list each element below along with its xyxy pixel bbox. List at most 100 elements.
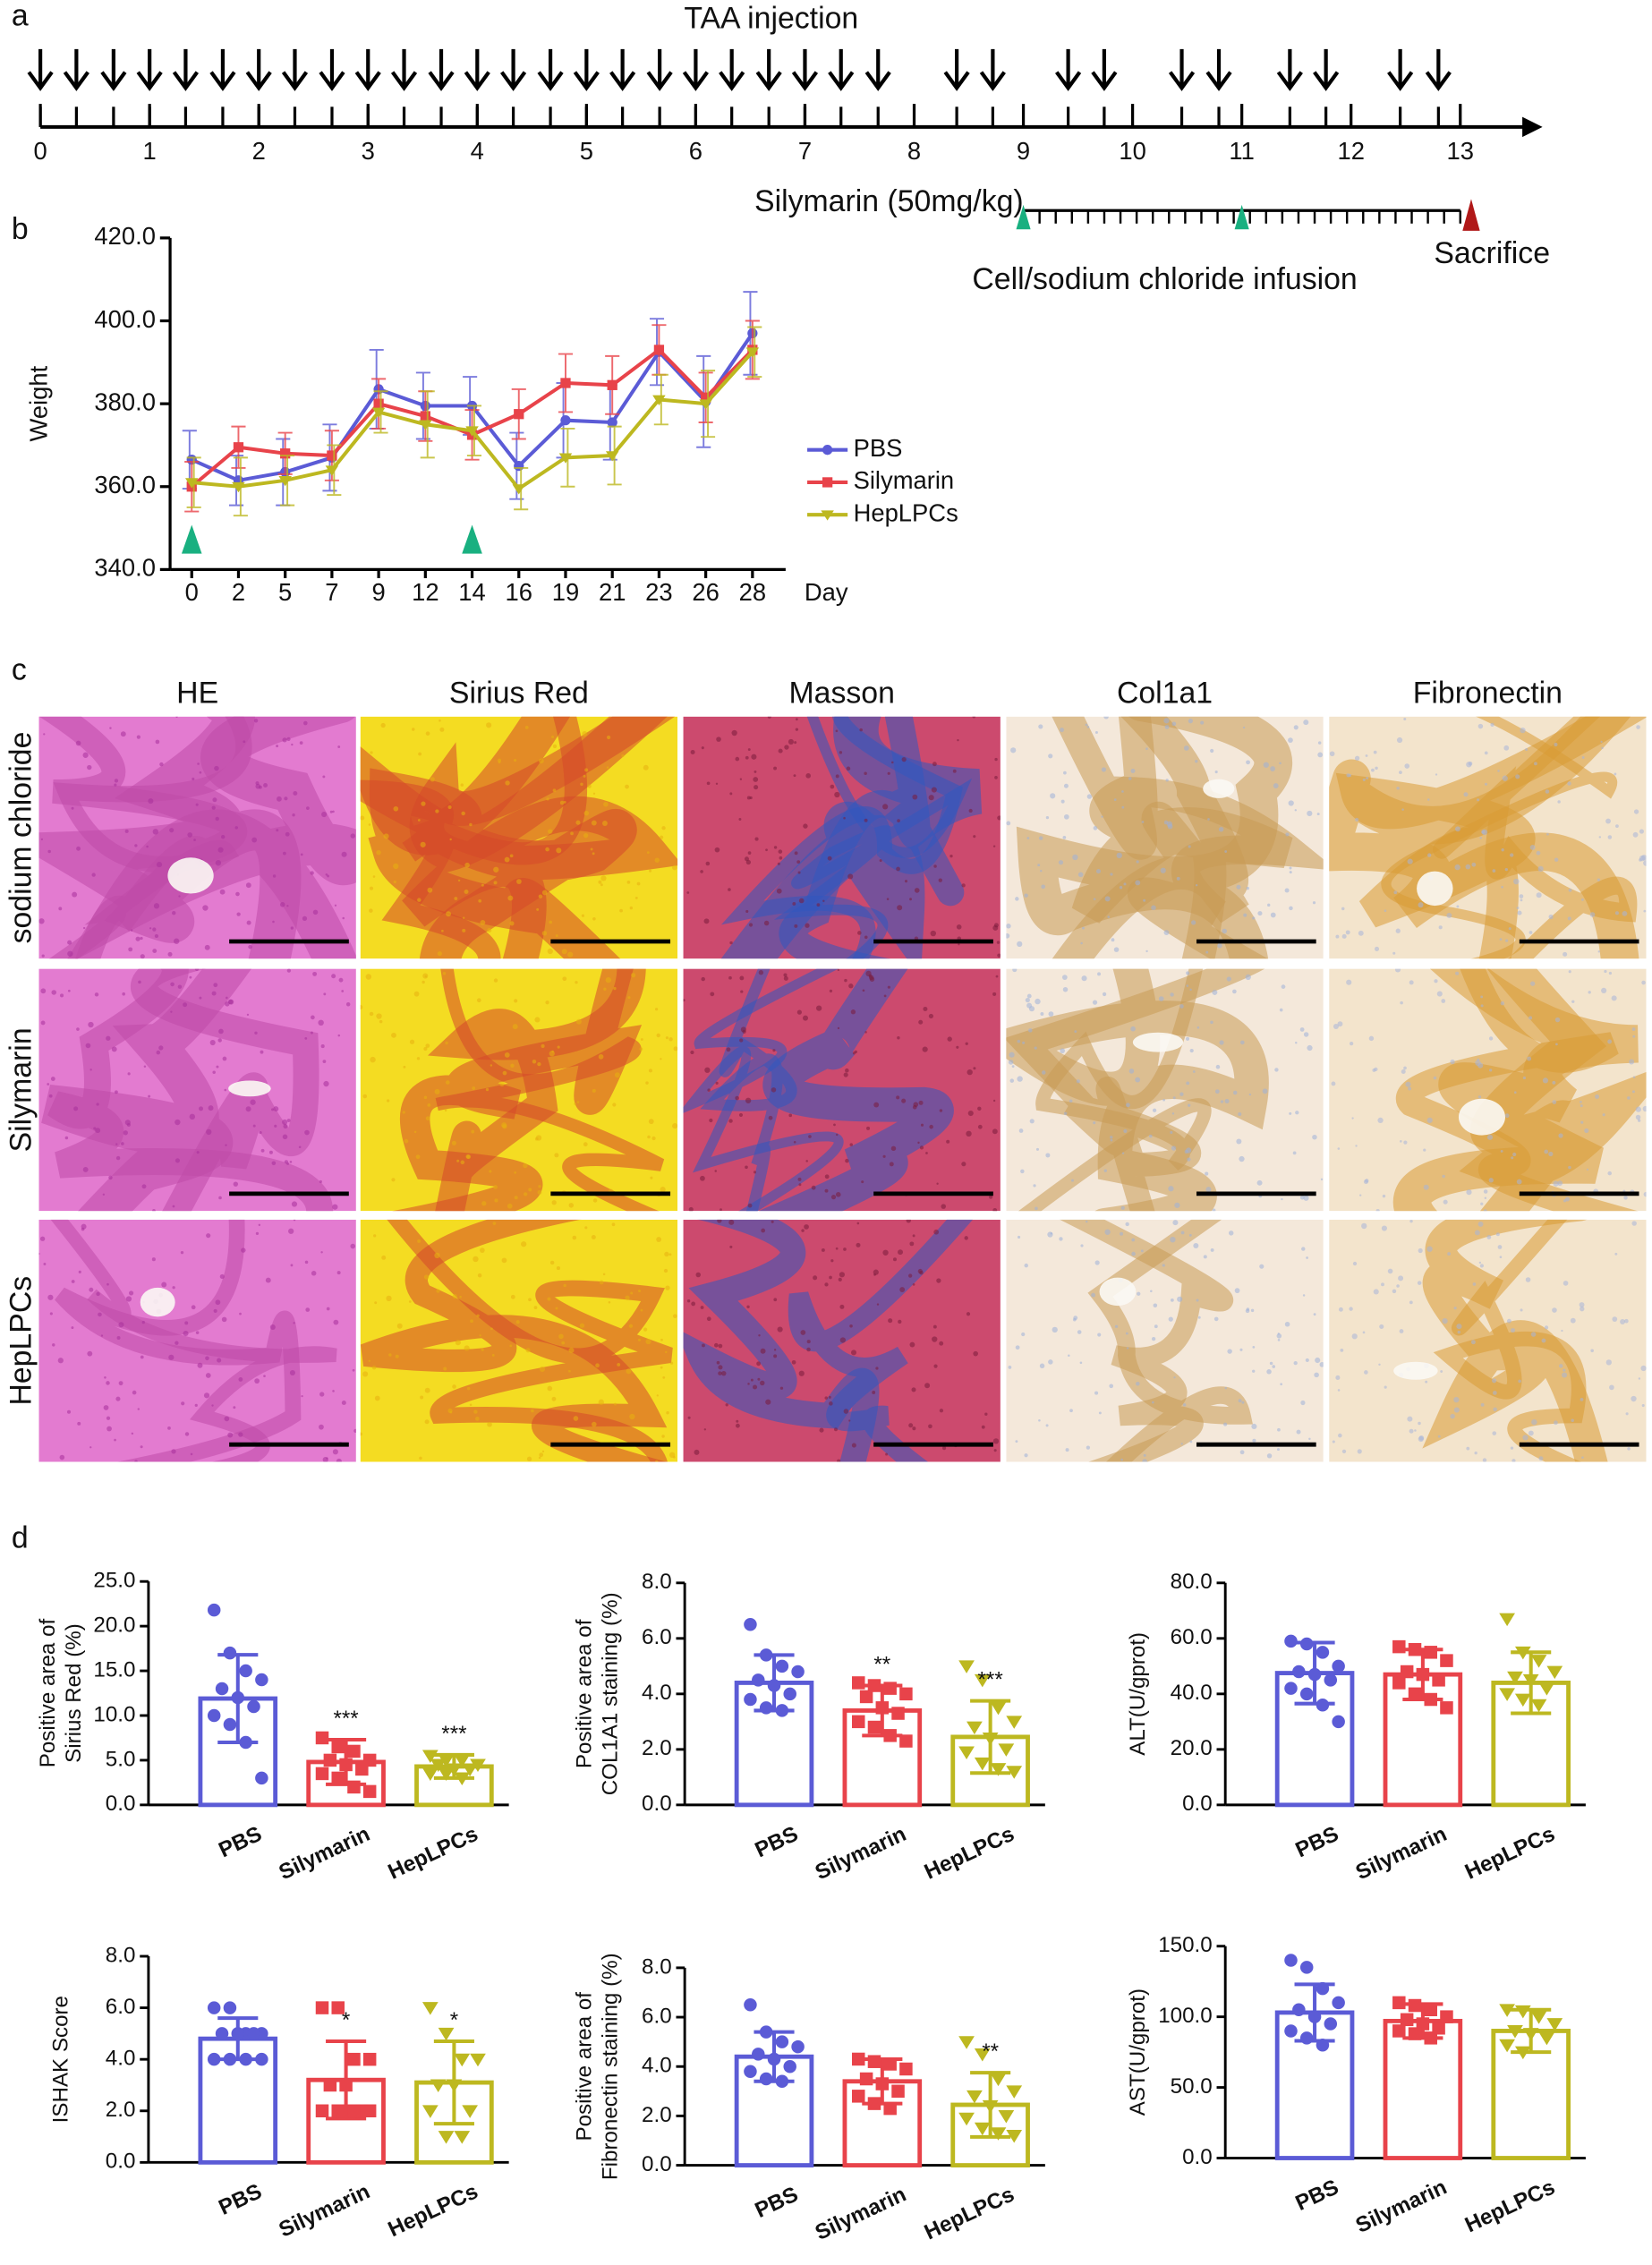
y-tick-label: 4.0 [642,1681,672,1705]
x-tick-label: 7 [325,578,338,606]
x-tick-label: PBS [1292,1822,1342,1862]
tissue-speck [141,1320,145,1324]
tissue-speck [797,1177,802,1181]
tissue-speck [631,973,636,978]
tissue-speck [1534,762,1537,766]
tissue-speck [580,782,583,787]
tissue-speck [656,1033,660,1038]
tissue-speck [159,762,164,767]
tissue-speck [1529,1016,1533,1020]
tissue-speck [966,1312,971,1316]
point [899,2062,913,2076]
injection-arrow [390,48,418,91]
tissue-speck [98,1312,102,1317]
tissue-speck [1034,1046,1037,1050]
tissue-speck [956,1045,959,1049]
point [327,450,337,461]
histology-image [683,716,1001,959]
tissue-speck [245,882,251,889]
y-tick-label: 15.0 [93,1657,135,1682]
tissue-speck [701,976,705,982]
tissue-speck [282,1134,288,1140]
point [1324,1673,1338,1687]
tissue-speck [1418,1435,1424,1443]
tissue-speck [538,1456,541,1460]
tissue-speck [1174,1202,1180,1208]
x-tick-label: 9 [371,578,385,606]
fibrosis-band [1087,1219,1253,1462]
tissue-speck [424,1419,430,1425]
point [1332,1715,1345,1729]
tissue-speck [510,1294,515,1299]
tissue-speck [362,1371,369,1377]
tissue-speck [756,1361,762,1367]
point [315,2001,329,2014]
tissue-speck [1622,910,1628,916]
point [462,2105,478,2118]
tissue-speck [1257,911,1263,916]
tissue-speck [337,745,341,748]
tissue-speck [1338,1433,1342,1438]
tissue-speck [1218,827,1224,832]
tissue-speck [1456,1324,1462,1330]
tissue-speck [460,1160,465,1165]
tissue-speck [49,1312,53,1316]
tissue-speck [493,1185,498,1189]
tissue-speck [854,1050,858,1054]
tissue-speck [547,1385,553,1392]
tissue-speck [1426,798,1430,801]
tissue-speck [710,992,715,997]
tissue-speck [138,980,141,984]
tissue-speck [837,1459,841,1462]
tissue-speck [203,1392,210,1399]
x-axis-title: Day [805,578,848,606]
tissue-speck [329,810,333,813]
column-header: Fibronectin [1413,676,1563,710]
x-tick-label: 21 [599,578,626,606]
tissue-speck [338,977,344,983]
tissue-speck [263,783,268,788]
tissue-speck [222,1056,227,1061]
tissue-speck [152,1208,156,1212]
tissue-speck [501,1257,507,1264]
tissue-speck [590,847,593,851]
endpoint-label: Sacrifice [1434,236,1550,270]
tissue-speck [649,869,652,873]
tissue-speck [1545,789,1550,794]
tissue-speck [1335,1375,1341,1380]
tissue-speck [213,1308,217,1313]
tissue-speck [477,1273,482,1278]
tissue-speck [739,975,745,981]
tissue-speck [1400,1001,1403,1005]
tissue-speck [50,1077,55,1081]
point [775,1704,789,1717]
tissue-speck [1270,912,1276,918]
point [767,1679,781,1692]
tissue-speck [1213,1316,1219,1322]
tissue-speck [183,1330,189,1337]
tissue-speck [901,757,907,762]
tissue-speck [1295,1041,1298,1044]
tissue-speck [795,718,798,721]
tissue-speck [1306,1256,1308,1259]
tissue-speck [846,766,851,771]
tissue-speck [1468,761,1473,766]
point [967,2090,983,2104]
point [1316,1698,1330,1712]
tissue-speck [215,1299,221,1306]
tissue-speck [360,1432,362,1436]
tissue-speck [224,1416,230,1422]
tissue-speck [849,1324,853,1328]
point [215,2027,229,2040]
tissue-speck [1091,1292,1096,1298]
tissue-speck [472,1086,476,1090]
point [990,2073,1007,2087]
tissue-speck [1033,1184,1036,1188]
tissue-speck [1263,762,1269,768]
tissue-speck [1186,984,1189,987]
tissue-speck [219,1273,225,1280]
tissue-speck [1586,1168,1589,1171]
tissue-speck [936,1278,941,1283]
tissue-speck [300,853,303,856]
tissue-speck [332,1449,338,1455]
